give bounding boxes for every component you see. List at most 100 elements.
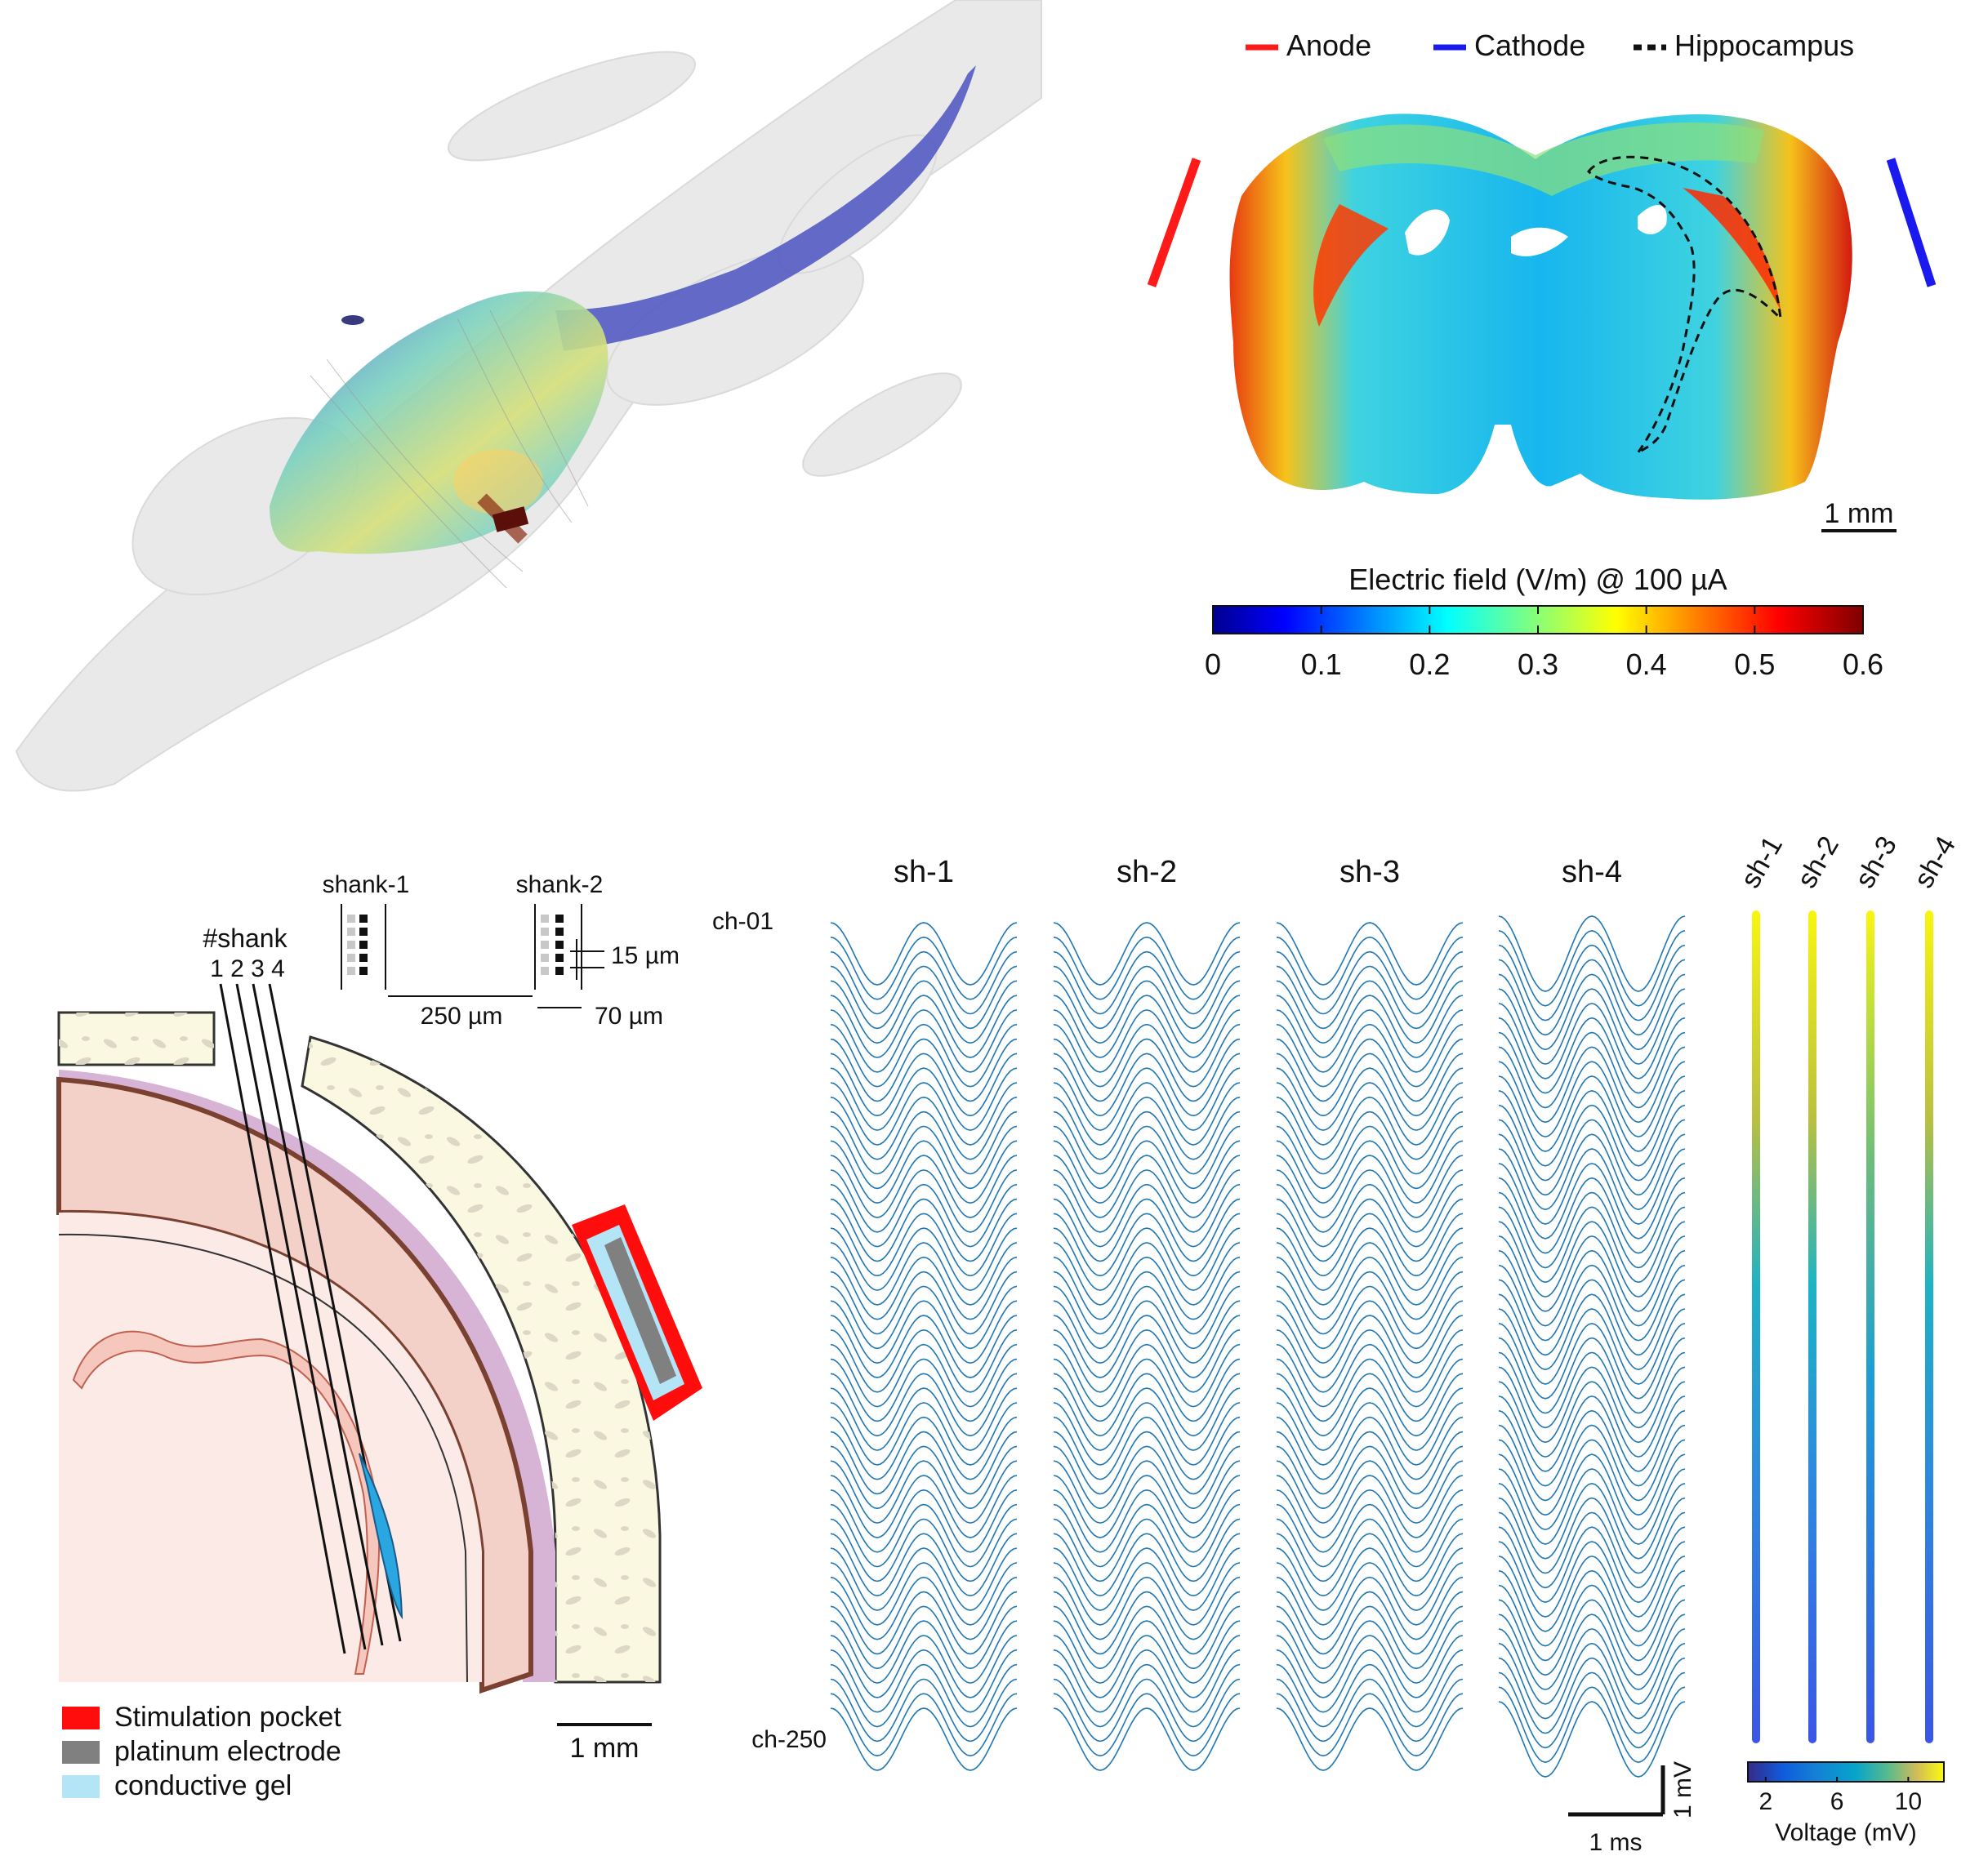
trace-line [830, 1285, 1018, 1350]
trace-line [1053, 1693, 1241, 1757]
trace-line [830, 1242, 1018, 1306]
trace-line [1498, 1337, 1686, 1414]
trace-line [830, 1649, 1018, 1713]
trace-line [1053, 1009, 1241, 1073]
trace-line [830, 1067, 1018, 1131]
trace-line [830, 1431, 1018, 1495]
trace-line [830, 950, 1018, 1015]
trace-line [1053, 1300, 1241, 1364]
colorbar-e-tick-label: 2 [1758, 1788, 1772, 1815]
trace-line [1276, 1518, 1464, 1582]
trace-line [1276, 980, 1464, 1044]
trace-line [1276, 936, 1464, 1000]
recording-site [347, 928, 355, 936]
shank-header: #shank [203, 924, 288, 953]
stim-legend-swatch [62, 1707, 100, 1729]
trace-line [1053, 1445, 1241, 1510]
shank-e-bar [1808, 910, 1816, 1743]
trace-line [1498, 1017, 1686, 1094]
recording-sites [347, 915, 564, 975]
trace-line [1053, 1067, 1241, 1131]
shank-title: sh-4 [1562, 855, 1622, 889]
trace-line [1276, 1053, 1464, 1117]
trace-line [1498, 1104, 1686, 1182]
platinum-legend-swatch [62, 1741, 100, 1764]
recording-site [555, 941, 564, 949]
trace-line [1498, 1293, 1686, 1371]
trace-line [1276, 1693, 1464, 1757]
trace-line [1498, 1235, 1686, 1312]
cathode-legend-label: Cathode [1474, 29, 1585, 62]
hippocampus-outline [1587, 155, 1782, 455]
trace-line [1276, 1155, 1464, 1218]
trace-line [1498, 1031, 1686, 1109]
trace-line [1498, 1366, 1686, 1444]
trace-line [1498, 944, 1686, 1022]
trace-line [1053, 1271, 1241, 1335]
trace-line [1276, 1111, 1464, 1175]
gel-legend-swatch [62, 1775, 100, 1798]
trace-line [830, 965, 1018, 1030]
trace-line [830, 1475, 1018, 1538]
trace-line [1276, 1635, 1464, 1698]
trace-line [1276, 1023, 1464, 1088]
shank-e-label: sh-3 [1849, 831, 1903, 893]
trace-line [1053, 936, 1241, 1000]
trace-line [830, 1445, 1018, 1510]
trace-line [1276, 1416, 1464, 1480]
recording-site [359, 967, 368, 975]
trace-line [830, 1183, 1018, 1248]
trace-line [830, 1155, 1018, 1218]
trace-line [1498, 1351, 1686, 1429]
panel-a-rat-render [15, 0, 1042, 792]
shank-title: sh-1 [894, 855, 954, 889]
trace-line [830, 1387, 1018, 1451]
shank-e-bar [1866, 910, 1874, 1743]
trace-line [830, 1678, 1018, 1743]
colorbar-e [1747, 1761, 1945, 1783]
recording-site [541, 954, 549, 962]
trace-line [1053, 1387, 1241, 1451]
trace-line [1276, 1707, 1464, 1771]
trace-line [1053, 1576, 1241, 1640]
trace-line [1053, 1649, 1241, 1713]
trace-line [1498, 1497, 1686, 1574]
trace-line [1053, 1416, 1241, 1480]
trace-line [1498, 1221, 1686, 1297]
scale-voltage-label: 1 mV [1669, 1761, 1696, 1818]
trace-line [830, 1547, 1018, 1611]
recording-site [347, 915, 355, 923]
trace-line [830, 1663, 1018, 1728]
trace-line [1498, 1424, 1686, 1502]
shank-title: sh-2 [1117, 855, 1177, 889]
colorbar-e-tick-label: 6 [1830, 1788, 1844, 1815]
trace-line [1053, 1620, 1241, 1684]
shank-voltage-bars: sh-1 sh-2 sh-3 sh-4 [1735, 831, 1962, 1743]
trace-line [1053, 1242, 1241, 1306]
trace-line [1276, 1445, 1464, 1510]
trace-line [830, 1198, 1018, 1262]
platinum-electrode [604, 1237, 676, 1384]
trace-line [1498, 1191, 1686, 1269]
shank1-label: shank-1 [323, 871, 410, 898]
trace-line [1053, 1605, 1241, 1670]
shank-title: sh-3 [1339, 855, 1400, 889]
trace-line [1276, 1431, 1464, 1495]
trace-line [1498, 1671, 1686, 1749]
trace-line [1276, 1183, 1464, 1248]
trace-line [1498, 1061, 1686, 1137]
trace-line [1053, 1343, 1241, 1408]
trace-line [1053, 1358, 1241, 1422]
dim-15um: 15 µm [611, 942, 680, 969]
trace-line [1053, 1285, 1241, 1350]
trace-line [1498, 1381, 1686, 1458]
trace-group [1053, 922, 1241, 1771]
trace-line [830, 1518, 1018, 1582]
recording-site [541, 928, 549, 936]
trace-line [1276, 1373, 1464, 1437]
trace-line [1498, 1642, 1686, 1720]
trace-line [830, 1256, 1018, 1320]
trace-line [1053, 1402, 1241, 1466]
trace-line [830, 1227, 1018, 1291]
